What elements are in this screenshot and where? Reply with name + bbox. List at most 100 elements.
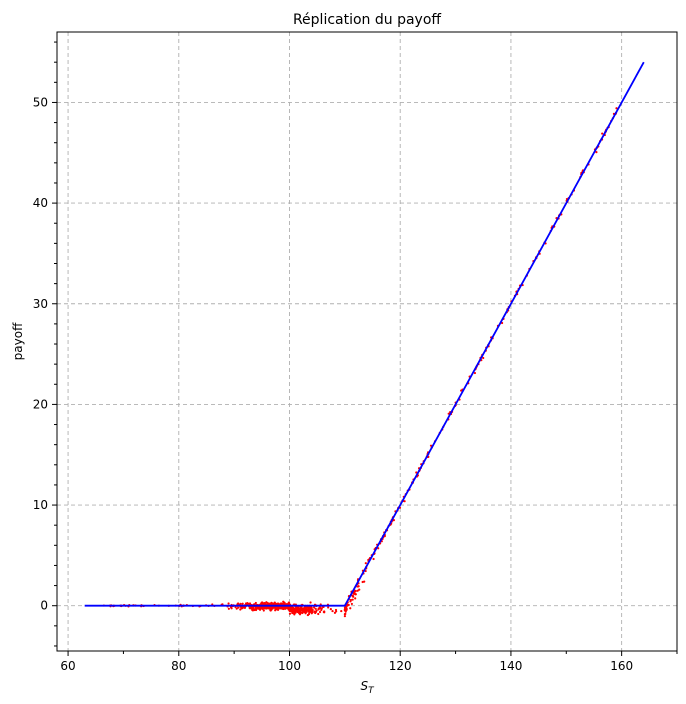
scatter-point bbox=[601, 132, 604, 135]
scatter-point bbox=[352, 595, 355, 598]
scatter-point bbox=[595, 150, 598, 154]
scatter-point bbox=[282, 600, 285, 603]
scatter-point bbox=[304, 612, 307, 615]
scatter-point bbox=[313, 606, 316, 609]
scatter-point bbox=[309, 610, 312, 613]
scatter-point bbox=[270, 602, 273, 605]
scatter-point bbox=[340, 609, 343, 613]
scatter-point bbox=[358, 588, 361, 591]
scatter-point bbox=[299, 610, 302, 613]
scatter-point bbox=[261, 607, 264, 610]
x-tick-label: 100 bbox=[278, 659, 301, 673]
scatter-point bbox=[270, 607, 273, 610]
scatter-point bbox=[354, 593, 357, 596]
scatter-point bbox=[267, 606, 270, 610]
scatter-point bbox=[333, 611, 337, 614]
x-axis-label-sub: T bbox=[368, 686, 375, 696]
scatter-point bbox=[298, 612, 301, 615]
scatter-point bbox=[259, 606, 262, 609]
scatter-point bbox=[363, 580, 366, 583]
scatter-point bbox=[347, 603, 350, 607]
scatter-point bbox=[331, 609, 334, 613]
scatter-point bbox=[318, 606, 322, 609]
scatter-point bbox=[294, 610, 297, 613]
payoff-line bbox=[84, 61, 645, 607]
y-axis: 0 10 20 30 40 50 bbox=[33, 41, 57, 647]
scatter-points bbox=[102, 107, 618, 618]
x-tick-label: 60 bbox=[60, 659, 75, 673]
scatter-point bbox=[251, 606, 255, 610]
scatter-point bbox=[291, 610, 295, 613]
chart-title: Réplication du payoff bbox=[293, 12, 441, 28]
y-tick-label: 50 bbox=[33, 95, 48, 109]
scatter-point bbox=[392, 519, 395, 522]
scatter-point bbox=[265, 601, 268, 604]
payoff-line-group bbox=[84, 61, 645, 607]
scatter-point bbox=[307, 612, 311, 616]
y-tick-label: 0 bbox=[40, 599, 48, 613]
scatter-point bbox=[247, 602, 250, 605]
x-tick-label: 160 bbox=[610, 659, 633, 673]
x-axis-label: ST bbox=[360, 679, 375, 696]
scatter-point bbox=[241, 602, 244, 606]
scatter-point bbox=[292, 612, 296, 615]
plot-frame bbox=[56, 31, 678, 652]
scatter-point bbox=[320, 607, 323, 610]
scatter-point bbox=[239, 602, 242, 605]
scatter-point bbox=[310, 612, 313, 615]
scatter-point bbox=[334, 608, 338, 612]
scatter-point bbox=[473, 371, 477, 375]
scatter-point bbox=[262, 609, 265, 612]
scatter-point bbox=[615, 107, 618, 110]
scatter-point bbox=[280, 602, 283, 605]
scatter-point bbox=[329, 608, 332, 611]
scatter-point bbox=[315, 609, 318, 612]
scatter-point bbox=[239, 608, 242, 611]
scatter-point bbox=[244, 602, 248, 605]
y-tick-label: 30 bbox=[33, 297, 48, 311]
scatter-point bbox=[286, 603, 290, 606]
scatter-point bbox=[353, 591, 356, 594]
y-axis-label: payoff bbox=[11, 322, 25, 360]
scatter-point bbox=[317, 612, 320, 616]
scatter-point bbox=[309, 601, 312, 604]
scatter-point bbox=[317, 608, 320, 611]
x-tick-label: 120 bbox=[389, 659, 412, 673]
scatter-point bbox=[265, 607, 268, 610]
scatter-point bbox=[354, 597, 357, 600]
scatter-point bbox=[304, 608, 307, 612]
y-tick-label: 40 bbox=[33, 196, 48, 210]
scatter-point bbox=[254, 601, 257, 605]
scatter-point bbox=[482, 356, 485, 360]
y-tick-label: 20 bbox=[33, 397, 48, 411]
scatter-point bbox=[235, 607, 238, 610]
scatter-point bbox=[322, 610, 325, 614]
scatter-point bbox=[344, 612, 347, 615]
scatter-point bbox=[227, 602, 230, 605]
scatter-point bbox=[343, 608, 346, 611]
scatter-point bbox=[304, 606, 307, 609]
grid-lines bbox=[57, 32, 677, 651]
scatter-point bbox=[295, 606, 298, 609]
scatter-point bbox=[291, 608, 294, 611]
scatter-point bbox=[272, 603, 276, 606]
scatter-point bbox=[350, 602, 353, 606]
x-axis: 60 80 100 120 140 160 bbox=[60, 651, 678, 673]
scatter-point bbox=[364, 562, 367, 565]
scatter-point bbox=[356, 589, 359, 592]
scatter-point bbox=[302, 607, 305, 610]
scatter-point bbox=[372, 557, 375, 561]
scatter-point bbox=[310, 606, 313, 610]
x-tick-label: 140 bbox=[499, 659, 522, 673]
scatter-point bbox=[288, 612, 292, 615]
scatter-point bbox=[343, 615, 347, 618]
scatter-point bbox=[403, 500, 406, 503]
scatter-point bbox=[349, 607, 352, 610]
scatter-point bbox=[261, 601, 264, 604]
scatter-point bbox=[229, 606, 233, 609]
scatter-point bbox=[349, 598, 352, 602]
x-tick-label: 80 bbox=[171, 659, 186, 673]
scatter-point bbox=[227, 607, 230, 610]
x-axis-label-main: S bbox=[360, 679, 368, 693]
scatter-point bbox=[292, 606, 295, 609]
